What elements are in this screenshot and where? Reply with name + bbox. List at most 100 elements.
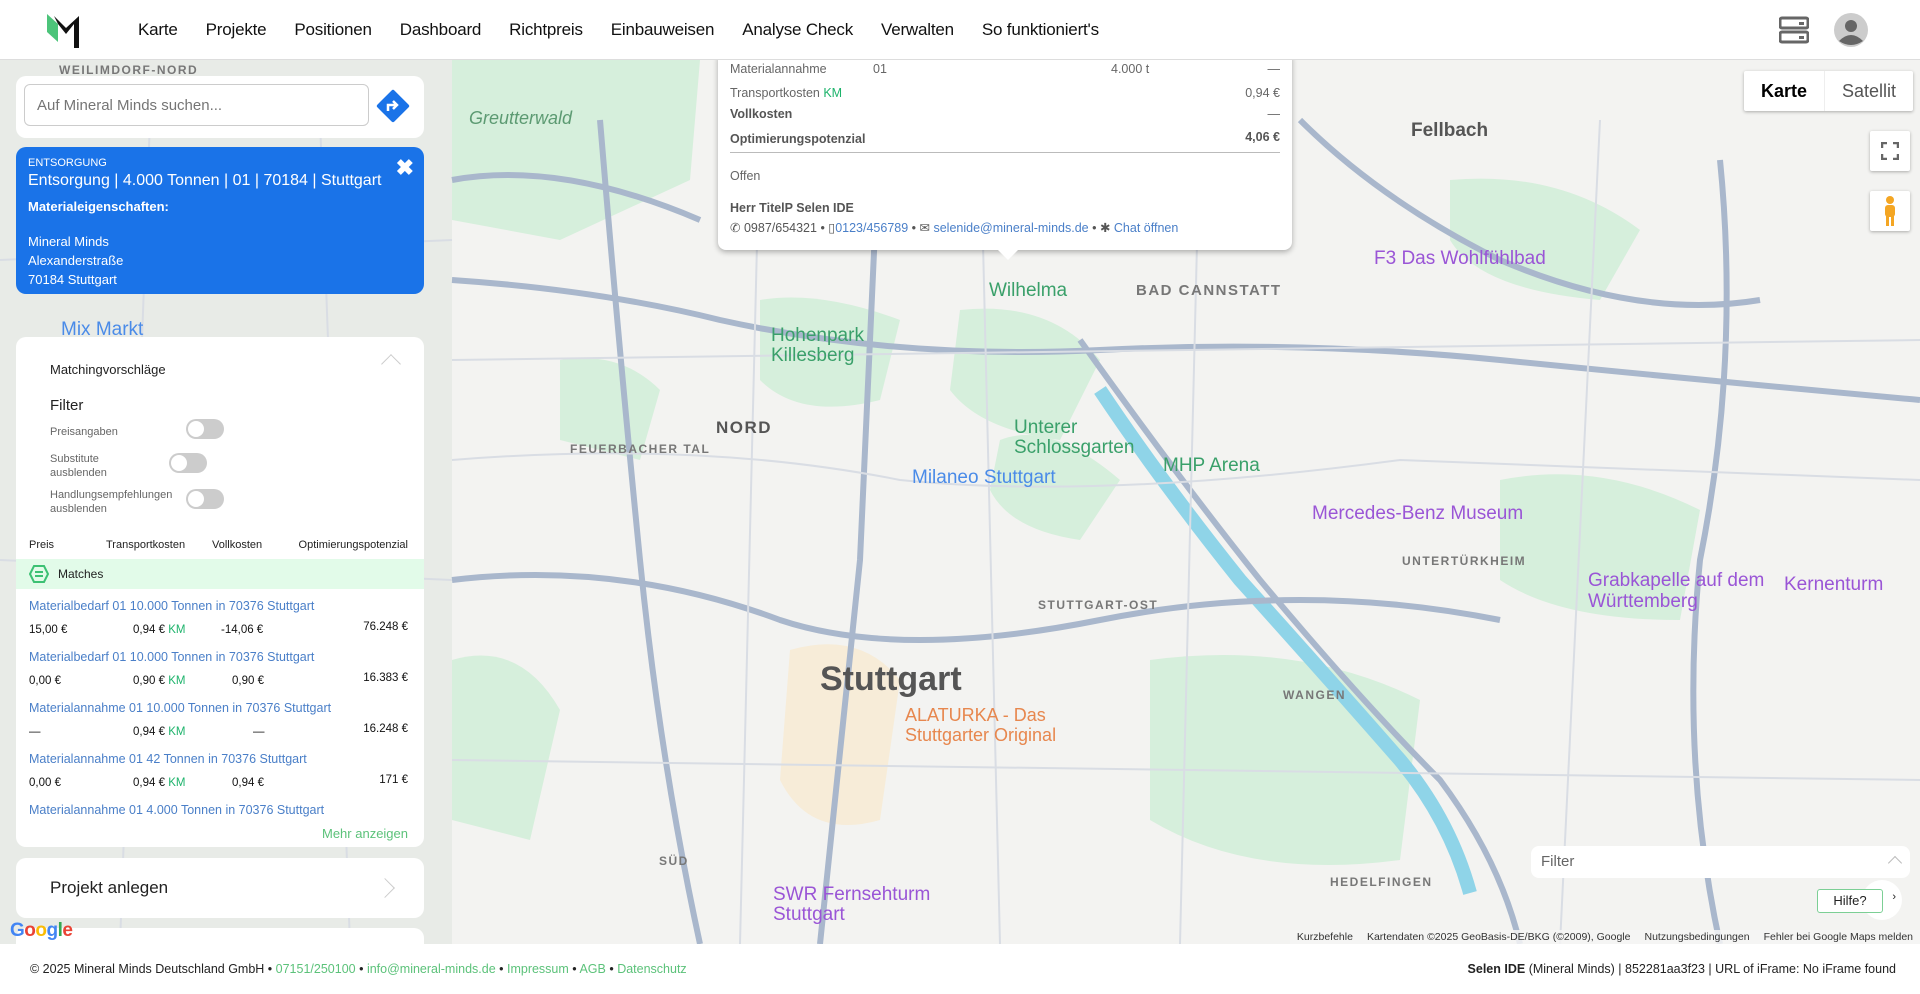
- directions-icon[interactable]: [376, 89, 410, 123]
- datenschutz-link[interactable]: Datenschutz: [617, 962, 687, 976]
- material-properties-label: Materialeigenschaften:: [28, 199, 169, 214]
- street-view-pegman[interactable]: [1870, 191, 1910, 231]
- map-filter-label: Filter: [1541, 853, 1575, 870]
- keyboard-shortcuts-link[interactable]: Kurzbefehle: [1296, 931, 1353, 943]
- nav-einbauweisen[interactable]: Einbauweisen: [610, 20, 715, 39]
- match-preis: 0,00 €: [29, 777, 61, 789]
- fullscreen-icon: [1881, 142, 1899, 160]
- match-optimierung: 16.383 €: [363, 672, 408, 684]
- footer-email-link[interactable]: info@mineral-minds.de: [366, 962, 496, 976]
- help-bubble[interactable]: Hilfe?: [1817, 889, 1883, 913]
- divider: [730, 152, 1280, 153]
- chevron-right-icon: [375, 878, 395, 898]
- search-input[interactable]: [24, 84, 369, 126]
- contact-email-link[interactable]: selenide@mineral-minds.de: [933, 221, 1089, 235]
- footer-session-info: (Mineral Minds) | 852281aa3f23 | URL of …: [1528, 962, 1896, 976]
- match-optimierung: 76.248 €: [363, 621, 408, 633]
- match-row: Materialbedarf 01 10.000 Tonnen in 70376…: [16, 640, 424, 691]
- report-error-link[interactable]: Fehler bei Google Maps melden: [1763, 931, 1913, 943]
- collapsed-card: [16, 928, 424, 958]
- popup-material-type: Materialannahme: [730, 62, 827, 76]
- match-row: Materialannahme 01 42 Tonnen in 70376 St…: [16, 742, 424, 793]
- popup-vollkosten-value: —: [1267, 107, 1281, 121]
- chevron-up-icon: [1887, 855, 1903, 871]
- match-vollkosten: —: [253, 726, 265, 738]
- toggle-label: Substitute ausblenden: [50, 453, 107, 479]
- match-title-link[interactable]: Materialannahme 01 4.000 Tonnen in 70376…: [29, 803, 325, 817]
- match-transport: 0,94 €: [133, 777, 165, 789]
- footer: © 2025 Mineral Minds Deutschland GmbH • …: [0, 944, 1920, 994]
- user-avatar-icon[interactable]: [1834, 13, 1868, 47]
- handlungsempfehlungen-toggle[interactable]: [186, 489, 224, 509]
- contact-name: Herr TitelP Selen IDE: [730, 201, 854, 215]
- open-chat-link[interactable]: Chat öffnen: [1113, 221, 1179, 235]
- preisangaben-toggle[interactable]: [186, 419, 224, 439]
- matches-section[interactable]: Matches: [16, 559, 424, 589]
- km-link[interactable]: KM: [168, 675, 186, 687]
- address-city: 70184 Stuttgart: [28, 272, 117, 287]
- map-label: Fellbach: [1411, 120, 1489, 141]
- filter-label: Filter: [50, 397, 84, 414]
- pegman-icon: [1885, 196, 1895, 226]
- popup-optimierung-label: Optimierungspotenzial: [730, 132, 866, 146]
- nav-dashboard[interactable]: Dashboard: [399, 20, 482, 39]
- km-link[interactable]: KM: [168, 624, 186, 636]
- map-label: Grabkapelle auf dem Württemberg: [1588, 570, 1765, 612]
- popup-amount: 4.000 t: [1111, 62, 1150, 76]
- footer-user: Selen IDE: [1467, 962, 1526, 976]
- map-data-credit: Kartendaten ©2025 GeoBasis-DE/BKG (©2009…: [1366, 931, 1631, 943]
- nav-projekte[interactable]: Projekte: [205, 20, 267, 39]
- popup-price: —: [1267, 62, 1281, 76]
- phone-icon: ✆: [730, 221, 741, 235]
- nav-positionen[interactable]: Positionen: [294, 20, 372, 39]
- map-label: Greutterwald: [469, 108, 573, 128]
- nav-analyse-check[interactable]: Analyse Check: [742, 20, 854, 39]
- impressum-link[interactable]: Impressum: [506, 962, 569, 976]
- map-type-satellit[interactable]: Satellit: [1824, 71, 1913, 111]
- selected-position-card[interactable]: ENTSORGUNG Entsorgung | 4.000 Tonnen | 0…: [16, 147, 424, 294]
- nav-richtpreis[interactable]: Richtpreis: [509, 20, 583, 39]
- map-label: Kernenturm: [1784, 574, 1884, 595]
- km-link[interactable]: KM: [168, 726, 186, 738]
- create-project-button[interactable]: Projekt anlegen: [16, 858, 424, 918]
- col-optimierung: Optimierungspotenzial: [298, 539, 408, 551]
- km-link[interactable]: KM: [168, 777, 186, 789]
- km-link[interactable]: KM: [823, 86, 843, 100]
- match-title-link[interactable]: Materialannahme 01 10.000 Tonnen in 7037…: [29, 701, 332, 715]
- contact-mobile-link[interactable]: 0123/456789: [835, 221, 909, 235]
- show-more-link[interactable]: Mehr anzeigen: [322, 826, 408, 841]
- popup-vollkosten-label: Vollkosten: [730, 107, 793, 121]
- nav-verwalten[interactable]: Verwalten: [881, 20, 954, 39]
- popup-transport-label: Transportkosten: [730, 86, 820, 100]
- position-info-popup: Materialannahme 01 4.000 t — Transportko…: [718, 55, 1292, 260]
- col-vollkosten: Vollkosten: [212, 539, 263, 551]
- chevron-icon: ›: [1892, 891, 1896, 903]
- top-navbar: Karte Projekte Positionen Dashboard Rich…: [0, 0, 1920, 60]
- map-label: Mercedes-Benz Museum: [1312, 503, 1524, 524]
- matching-panel: Matchingvorschläge Filter Preisangaben S…: [16, 337, 424, 847]
- contact-phone: 0987/654321: [743, 221, 817, 235]
- chevron-up-icon[interactable]: [381, 354, 401, 374]
- fullscreen-button[interactable]: [1870, 131, 1910, 171]
- match-title-link[interactable]: Materialbedarf 01 10.000 Tonnen in 70376…: [29, 650, 315, 664]
- terms-link[interactable]: Nutzungsbedingungen: [1644, 931, 1750, 943]
- map-filter-bar[interactable]: Filter: [1531, 846, 1910, 878]
- footer-phone-link[interactable]: 07151/250100: [275, 962, 356, 976]
- map-label: ALATURKA - Das Stuttgarter Original: [905, 705, 1057, 745]
- agb-link[interactable]: AGB: [579, 962, 606, 976]
- match-preis: 15,00 €: [29, 624, 68, 636]
- nav-karte[interactable]: Karte: [138, 20, 178, 39]
- substitute-toggle[interactable]: [169, 453, 207, 473]
- map-label: Milaneo Stuttgart: [912, 467, 1056, 488]
- match-title-link[interactable]: Materialbedarf 01 10.000 Tonnen in 70376…: [29, 599, 315, 613]
- match-title-link[interactable]: Materialannahme 01 42 Tonnen in 70376 St…: [29, 752, 307, 766]
- close-icon[interactable]: ✖: [395, 155, 414, 180]
- map-label: Wilhelma: [989, 280, 1068, 301]
- map-label: Unterer Schlossgarten: [1014, 417, 1135, 458]
- server-icon[interactable]: [1779, 15, 1809, 45]
- toggle-label: Preisangaben: [50, 426, 118, 438]
- mineral-minds-logo[interactable]: [44, 12, 84, 50]
- address-street: Alexanderstraße: [28, 253, 124, 268]
- nav-so-funktionierts[interactable]: So funktioniert's: [981, 20, 1099, 39]
- map-type-karte[interactable]: Karte: [1761, 81, 1808, 101]
